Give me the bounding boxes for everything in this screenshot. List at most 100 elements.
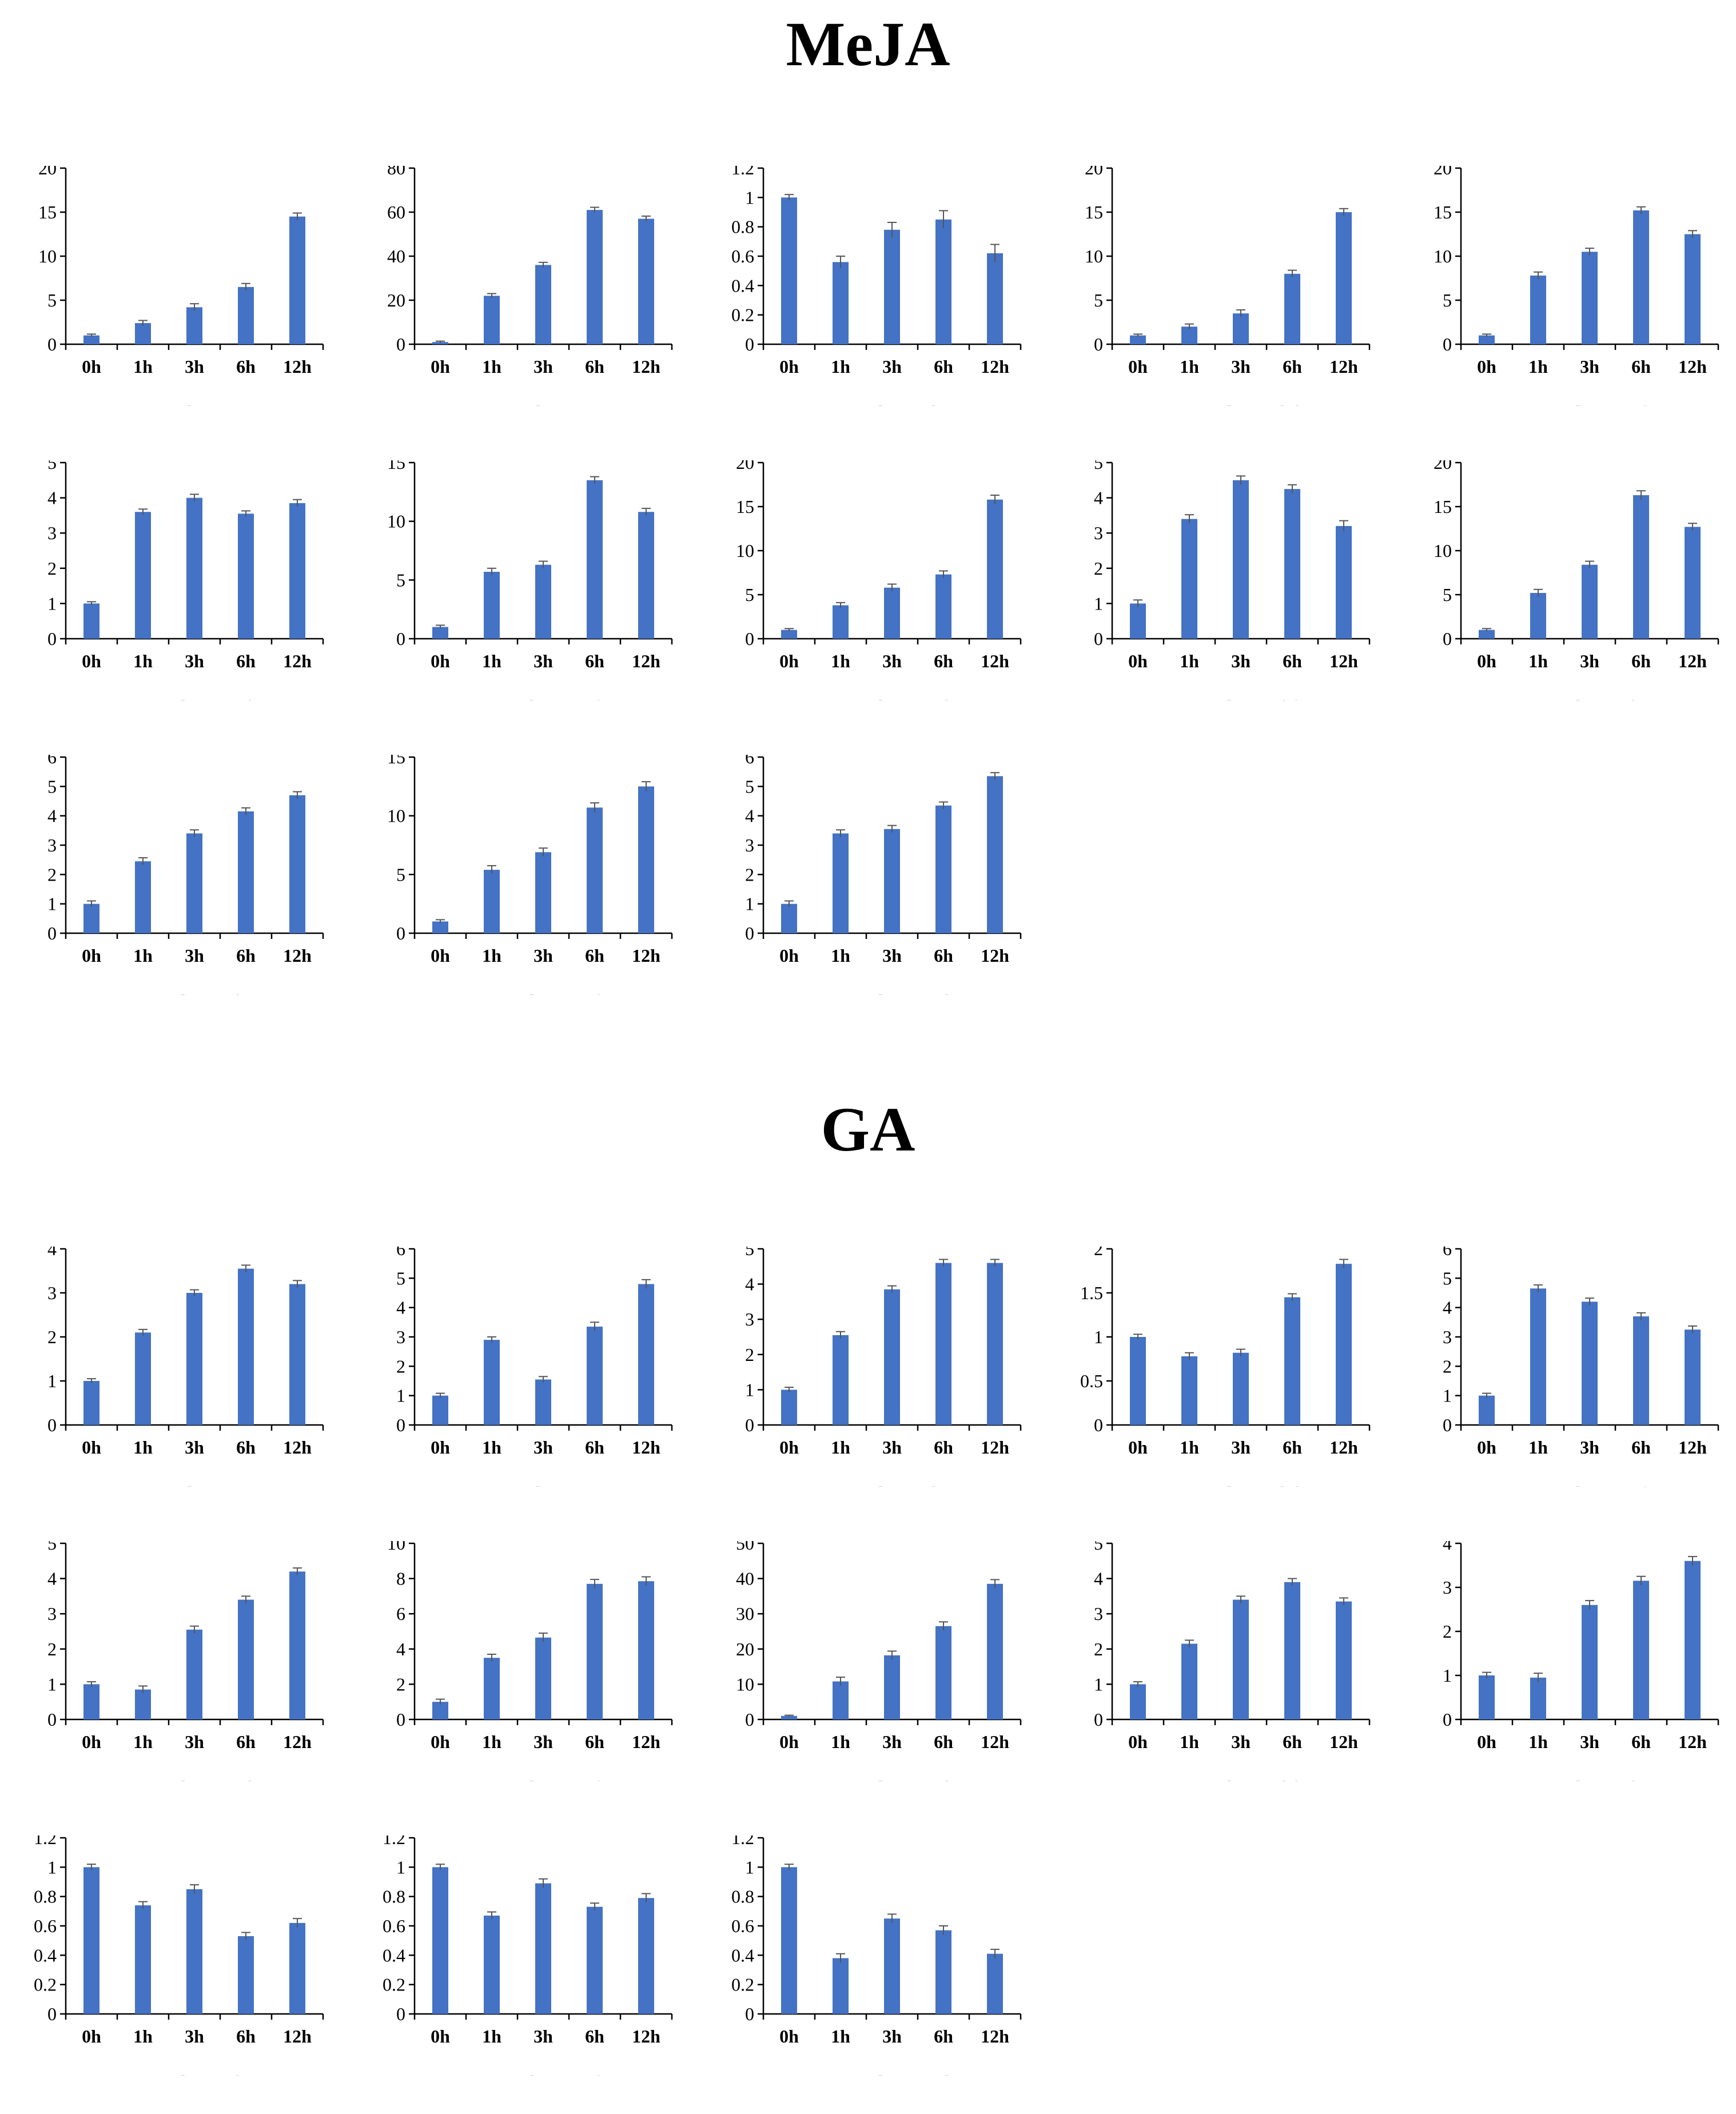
x-tick-label: 6h	[1631, 356, 1651, 377]
bar-12h	[638, 218, 654, 344]
y-tick-label: 40	[736, 1568, 754, 1589]
bar-6h	[587, 1583, 603, 1719]
y-tick-label: 2	[396, 1356, 405, 1376]
y-tick-label: 2	[396, 1674, 405, 1694]
chart-title: PeGLK50	[493, 694, 606, 700]
y-tick-label: 20	[1434, 166, 1452, 178]
chart-title: PeGLK7	[499, 400, 599, 406]
bar-0h	[1130, 1684, 1146, 1719]
y-tick-label: 0.2	[731, 305, 754, 325]
x-tick-label: 3h	[533, 1731, 553, 1752]
bar-3h	[1233, 480, 1249, 639]
x-tick-label: 12h	[1329, 356, 1358, 377]
x-tick-label: 1h	[482, 356, 501, 377]
y-tick-label: 3	[745, 1309, 754, 1329]
y-tick-label: 1	[396, 1386, 405, 1406]
chart-title: PeGLK50	[493, 1775, 606, 1781]
x-tick-label: 3h	[185, 1731, 204, 1752]
y-tick-label: 0	[47, 1709, 57, 1730]
y-tick-label: 3	[47, 1283, 57, 1303]
x-tick-label: 0h	[431, 1731, 450, 1752]
bar-0h	[781, 1390, 797, 1425]
y-tick-label: 5	[1094, 290, 1103, 310]
y-tick-label: 5	[1443, 1268, 1452, 1288]
bar-0h	[432, 921, 448, 933]
x-tick-label: 6h	[934, 651, 953, 671]
y-tick-label: 10	[736, 540, 754, 561]
x-tick-label: 0h	[82, 356, 101, 377]
chart-meja-peglk48: 0 1 2 3 4 5 0h 1h 3h 6h 12h PeGLK48	[47, 460, 324, 700]
y-tick-label: 2	[47, 558, 57, 579]
x-tick-label: 12h	[632, 945, 660, 966]
chart-title: PeGLK36	[1190, 1480, 1303, 1487]
chart-meja-peglk1: 0 5 10 15 20 0h 1h 3h 6h 12h PeGLK1	[38, 166, 324, 406]
y-tick-label: 5	[1443, 584, 1452, 605]
y-tick-label: 4	[47, 1247, 57, 1259]
chart-title: PeGLK1	[150, 400, 250, 406]
chart-ga-peglk1: 0 1 2 3 4 0h 1h 3h 6h 12h PeGLK1	[47, 1247, 324, 1487]
bar-3h	[535, 1637, 551, 1719]
x-tick-label: 0h	[779, 1437, 799, 1458]
y-tick-label: 0.2	[34, 1974, 57, 1995]
chart-title: PeGLK60	[1190, 1775, 1303, 1781]
y-tick-label: 0	[1443, 1415, 1452, 1435]
bar-0h	[432, 1702, 448, 1719]
x-tick-label: 0h	[1128, 651, 1148, 671]
y-tick-label: 1	[745, 894, 754, 914]
x-tick-label: 1h	[482, 651, 501, 671]
y-tick-label: 10	[38, 246, 57, 266]
y-tick-label: 0	[47, 334, 57, 355]
y-tick-label: 0.2	[731, 1974, 754, 1995]
x-tick-label: 3h	[185, 945, 204, 966]
x-tick-label: 1h	[1528, 356, 1548, 377]
bar-0h	[1130, 335, 1146, 344]
bar-1h	[1181, 519, 1197, 639]
y-tick-label: 0	[1443, 334, 1452, 355]
chart-title: PeGLK48	[144, 1775, 257, 1781]
y-tick-label: 3	[1094, 1603, 1103, 1624]
x-tick-label: 12h	[632, 651, 660, 671]
bar-6h	[935, 1930, 951, 2014]
x-tick-label: 12h	[632, 356, 660, 377]
y-tick-label: 10	[1085, 246, 1103, 266]
chart-title: PeGLK53	[842, 694, 954, 700]
x-tick-label: 6h	[585, 945, 604, 966]
x-tick-label: 12h	[632, 1437, 660, 1458]
bar-12h	[1685, 1329, 1701, 1425]
x-tick-label: 1h	[1528, 1437, 1548, 1458]
bar-6h	[1284, 489, 1300, 639]
bar-1h	[1181, 1643, 1197, 1719]
x-tick-label: 3h	[533, 651, 553, 671]
y-tick-label: 5	[47, 290, 57, 310]
y-tick-label: 0	[47, 1415, 57, 1435]
y-tick-label: 30	[736, 1603, 754, 1624]
chart-meja-peglk7: 0 20 40 60 80 0h 1h 3h 6h 12h PeGLK7	[387, 166, 673, 406]
bar-3h	[1582, 1301, 1598, 1425]
y-tick-label: 0.6	[383, 1916, 405, 1936]
x-tick-label: 1h	[133, 2026, 153, 2047]
x-tick-label: 12h	[981, 1731, 1009, 1752]
x-tick-label: 3h	[1231, 1731, 1251, 1752]
x-tick-label: 1h	[1528, 651, 1548, 671]
bar-6h	[587, 210, 603, 344]
x-tick-label: 3h	[1231, 356, 1251, 377]
y-tick-label: 6	[47, 755, 57, 767]
x-tick-label: 0h	[82, 1437, 101, 1458]
y-tick-label: 0.6	[34, 1916, 57, 1936]
x-tick-label: 12h	[283, 651, 312, 671]
y-tick-label: 2	[1094, 1639, 1103, 1659]
bar-6h	[935, 1263, 951, 1425]
bar-0h	[781, 197, 797, 344]
y-tick-label: 0.4	[383, 1945, 405, 1965]
bar-3h	[535, 1379, 551, 1425]
bar-12h	[1336, 1601, 1352, 1719]
y-tick-label: 0.4	[731, 1945, 754, 1965]
chart-title: PeGLK70	[493, 2069, 606, 2076]
chart-ga-peglk70: 0 0.2 0.4 0.6 0.8 1 1.2 0h 1h 3h 6h 12h PeGLK70	[383, 1836, 673, 2076]
x-tick-label: 6h	[585, 356, 604, 377]
x-tick-label: 0h	[431, 945, 450, 966]
chart-title: PeGLK72	[842, 989, 954, 995]
bar-0h	[432, 1395, 448, 1425]
bar-1h	[484, 571, 500, 639]
